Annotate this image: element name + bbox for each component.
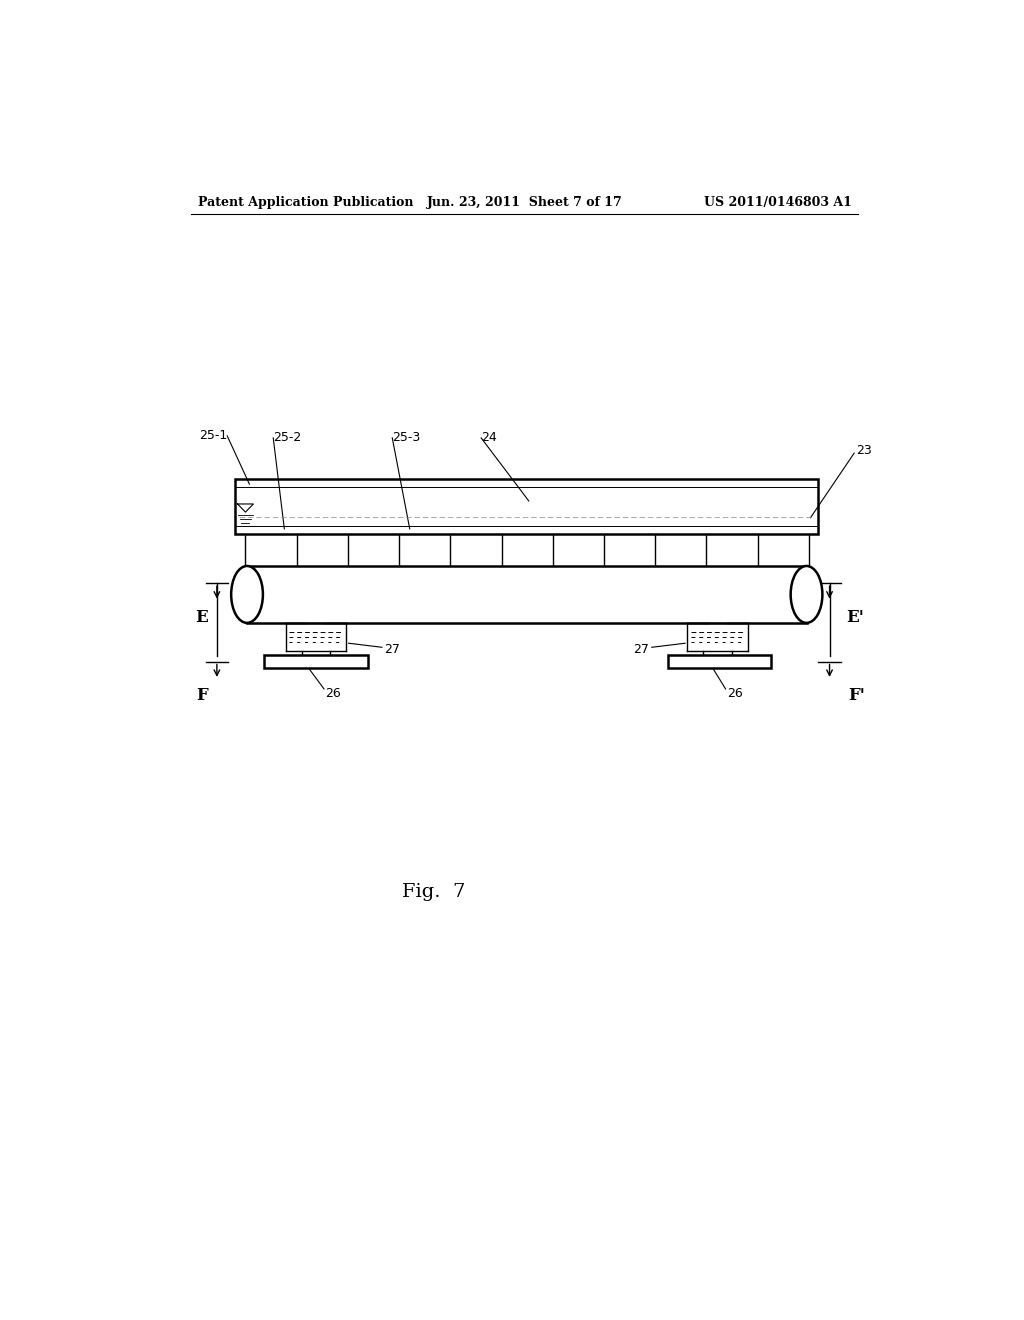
Text: 27: 27 — [384, 643, 400, 656]
Text: 25-2: 25-2 — [273, 432, 301, 445]
Text: US 2011/0146803 A1: US 2011/0146803 A1 — [703, 195, 852, 209]
Bar — [264, 656, 368, 668]
Ellipse shape — [791, 566, 822, 623]
Text: 27: 27 — [634, 643, 649, 656]
Text: E': E' — [846, 609, 864, 626]
Bar — [247, 566, 807, 623]
Text: F: F — [196, 686, 208, 704]
Text: E: E — [196, 609, 208, 626]
Text: 25-3: 25-3 — [392, 432, 421, 445]
Text: Fig.  7: Fig. 7 — [401, 883, 465, 902]
Text: F': F' — [848, 686, 865, 704]
Bar — [236, 479, 818, 535]
Ellipse shape — [231, 566, 263, 623]
Text: 26: 26 — [727, 686, 743, 700]
Text: 24: 24 — [481, 432, 497, 445]
Bar — [668, 656, 771, 668]
Text: Jun. 23, 2011  Sheet 7 of 17: Jun. 23, 2011 Sheet 7 of 17 — [427, 195, 623, 209]
Text: Patent Application Publication: Patent Application Publication — [198, 195, 414, 209]
Text: 25-1: 25-1 — [199, 429, 227, 442]
Text: 26: 26 — [326, 686, 341, 700]
Text: 23: 23 — [856, 444, 872, 457]
